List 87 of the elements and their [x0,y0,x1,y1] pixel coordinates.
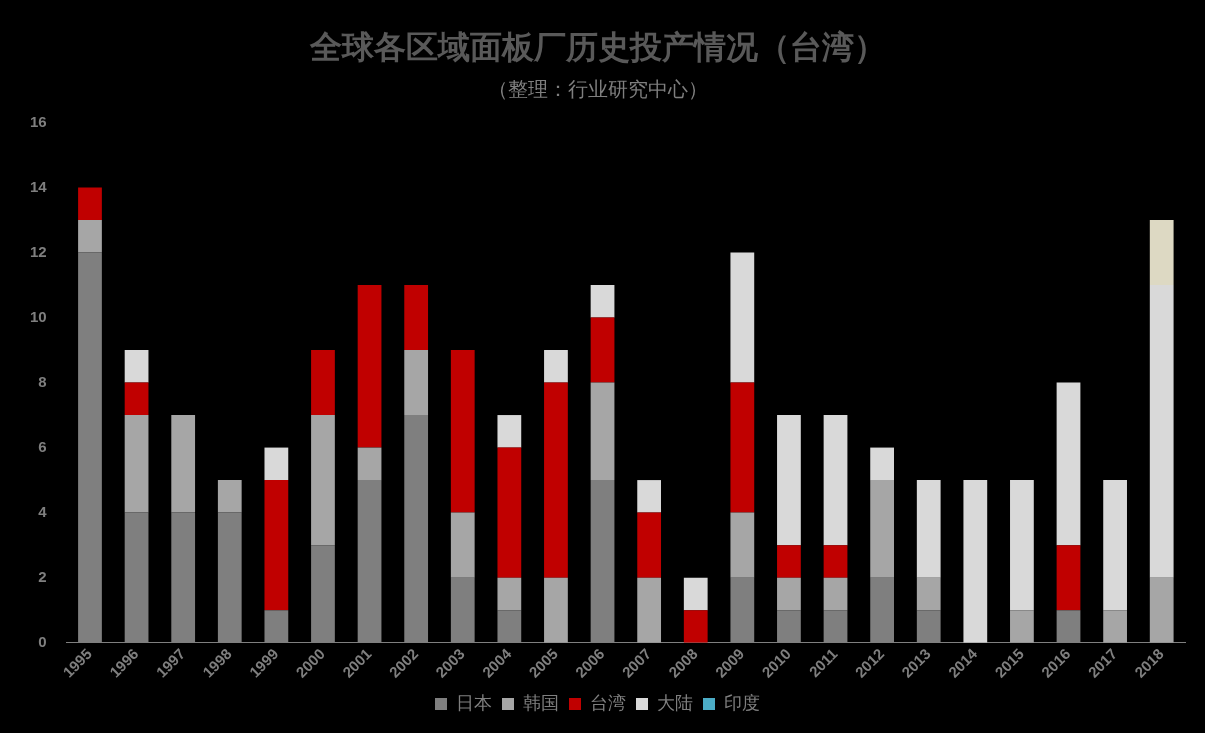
bar [311,545,335,643]
bar [171,415,196,513]
bar [544,577,568,643]
bar [450,350,475,513]
bar [777,610,801,643]
bar [404,415,429,643]
bar [497,577,522,611]
legend-label: 大陆 [657,692,693,713]
bar [590,284,615,318]
bar [264,480,289,611]
bar [1103,480,1127,611]
bar [730,252,755,383]
legend-label: 韩国 [523,692,559,713]
bar [497,415,522,448]
bar [870,480,895,578]
bar [823,610,848,643]
bar [124,382,149,416]
legend-label: 印度 [724,692,760,713]
bar [730,512,755,578]
bar [544,382,568,578]
bar [1010,480,1034,611]
bar [1149,219,1174,285]
bar [777,577,801,611]
bar [730,382,755,513]
bar [78,219,102,253]
bar [916,610,941,643]
bar [311,415,335,546]
y-tick-label: 4 [38,502,48,520]
bar [777,415,801,546]
bar [78,187,102,220]
bar [404,284,429,351]
bar [217,512,242,643]
bar [870,447,895,481]
bar [497,610,522,643]
bar [777,545,801,578]
y-tick-label: 6 [38,437,47,455]
bar [1149,284,1174,578]
bar [357,480,382,643]
bar [217,480,242,513]
bar [1010,610,1034,643]
bar [637,512,662,578]
y-tick-label: 2 [38,567,47,585]
bar [1149,577,1174,643]
bar [823,415,848,546]
bar [637,480,662,513]
bar [124,350,149,383]
bar [124,512,149,643]
bar [450,577,475,643]
bar [544,350,568,383]
chart-title: 全球各区域面板厂历史投产情况（台湾） [308,29,886,66]
bar [450,512,475,578]
y-tick-label: 8 [38,372,47,390]
bar [683,577,708,611]
legend-label: 台湾 [590,692,626,713]
bar [311,350,335,416]
bar [916,480,941,578]
bar [357,447,382,481]
bar [823,545,848,578]
y-tick-label: 10 [30,307,47,325]
chart-subtitle: （整理：行业研究中心） [487,77,708,100]
bar [1056,545,1081,611]
y-tick-label: 16 [30,112,47,130]
y-tick-label: 0 [38,632,47,650]
bar [730,577,755,643]
bar [590,317,615,383]
bar [1103,610,1127,643]
bar [357,284,382,448]
bar [590,480,615,643]
legend-label: 日本 [456,692,492,713]
bar [264,447,289,481]
bar [683,610,708,643]
bar [497,447,522,578]
bar [1056,610,1081,643]
bar [264,610,289,643]
bar [404,350,429,416]
bar [124,415,149,513]
y-tick-label: 12 [30,242,47,260]
bar [916,577,941,611]
y-tick-label: 14 [30,177,48,195]
bar [637,577,662,643]
bar [590,382,615,481]
bar [963,480,988,643]
bar [823,577,848,611]
bar [870,577,895,643]
bar [1056,382,1081,546]
bar [171,512,196,643]
bar [78,252,102,643]
